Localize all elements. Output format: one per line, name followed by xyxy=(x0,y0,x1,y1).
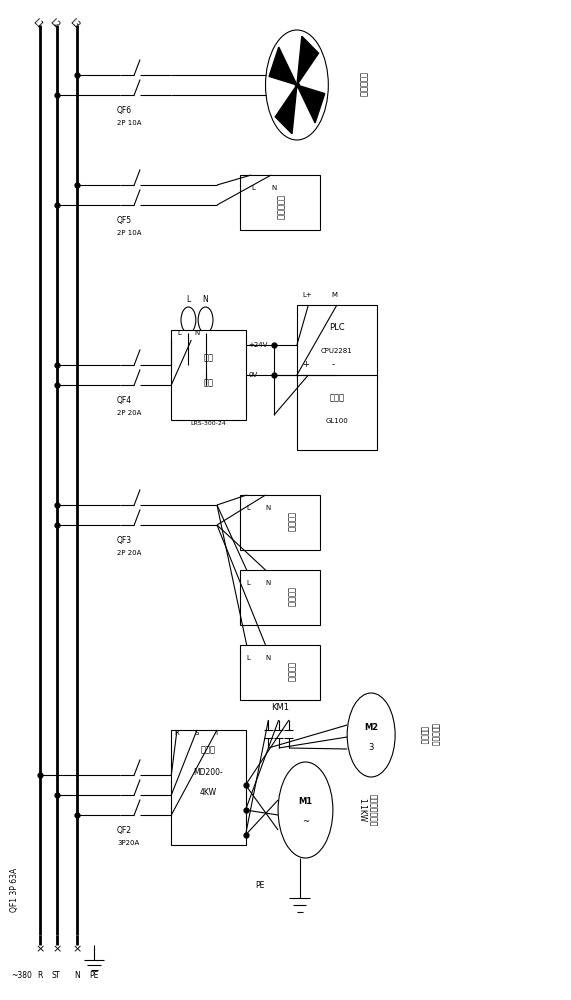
Text: 触摸屏: 触摸屏 xyxy=(329,393,344,402)
Text: 控制柜风扇: 控制柜风扇 xyxy=(358,73,367,98)
Text: N: N xyxy=(266,505,271,511)
Bar xyxy=(297,305,377,380)
Text: QF2: QF2 xyxy=(117,826,132,835)
Text: 3: 3 xyxy=(368,742,374,752)
Text: QF3: QF3 xyxy=(117,536,132,545)
Text: L: L xyxy=(251,185,255,191)
Text: LRS-300-24: LRS-300-24 xyxy=(191,421,226,426)
Text: 第一视觉: 第一视觉 xyxy=(287,512,296,532)
Text: R: R xyxy=(37,971,43,980)
Text: QF4: QF4 xyxy=(117,396,132,405)
Text: ×: × xyxy=(35,944,45,954)
Text: PE: PE xyxy=(255,881,264,890)
Text: N: N xyxy=(203,295,208,304)
Text: S: S xyxy=(52,971,57,980)
Text: 滚筒输送带电机
1.1KW: 滚筒输送带电机 1.1KW xyxy=(357,794,377,826)
Text: ×: × xyxy=(53,944,62,954)
Text: 2P 20A: 2P 20A xyxy=(117,410,142,416)
Text: ~380: ~380 xyxy=(11,971,33,980)
Text: 4KW: 4KW xyxy=(200,788,217,797)
Text: M1: M1 xyxy=(299,798,312,806)
Text: PE: PE xyxy=(90,971,99,980)
Bar xyxy=(240,495,320,550)
Text: N: N xyxy=(266,580,271,586)
Text: QF1 3P 63A: QF1 3P 63A xyxy=(10,868,19,912)
Text: 2P 20A: 2P 20A xyxy=(117,550,142,556)
Text: L: L xyxy=(247,580,251,586)
Text: GL100: GL100 xyxy=(325,418,348,424)
Text: L: L xyxy=(177,330,181,336)
Text: 开关: 开关 xyxy=(203,353,214,362)
Text: -: - xyxy=(331,360,334,369)
Text: 滚筒输送带
电机风扇: 滚筒输送带 电机风扇 xyxy=(420,723,439,747)
Text: +: + xyxy=(303,360,309,369)
Bar xyxy=(240,175,320,230)
Text: KM1: KM1 xyxy=(271,703,289,712)
Text: S: S xyxy=(194,730,199,736)
Text: L2: L2 xyxy=(47,17,61,30)
Text: T: T xyxy=(55,971,59,980)
Bar xyxy=(171,330,246,420)
Text: CPU2281: CPU2281 xyxy=(321,348,353,354)
Text: 0V: 0V xyxy=(248,372,258,378)
Text: MD200-: MD200- xyxy=(194,768,223,777)
Text: 2P 10A: 2P 10A xyxy=(117,120,142,126)
Text: QF6: QF6 xyxy=(117,106,132,115)
Text: R: R xyxy=(174,730,179,736)
Bar xyxy=(240,570,320,625)
Text: QF5: QF5 xyxy=(117,216,132,225)
Polygon shape xyxy=(275,85,297,134)
Bar xyxy=(240,645,320,700)
Text: 变频器: 变频器 xyxy=(201,745,216,754)
Bar xyxy=(297,375,377,450)
Text: T: T xyxy=(214,730,218,736)
Text: L+: L+ xyxy=(303,292,312,298)
Text: L: L xyxy=(247,505,251,511)
Text: L: L xyxy=(186,295,191,304)
Text: N: N xyxy=(271,185,276,191)
Text: N: N xyxy=(74,971,80,980)
Text: PLC: PLC xyxy=(329,323,345,332)
Text: 电子皮带秤: 电子皮带秤 xyxy=(275,195,284,220)
Polygon shape xyxy=(297,36,319,85)
Text: 第三视觉: 第三视觉 xyxy=(287,662,296,682)
Text: M: M xyxy=(331,292,337,298)
Text: L3: L3 xyxy=(67,17,81,30)
Polygon shape xyxy=(269,47,297,85)
Text: M2: M2 xyxy=(364,722,378,732)
Text: +24V: +24V xyxy=(248,342,268,348)
Text: ~: ~ xyxy=(302,818,309,827)
Text: 3P20A: 3P20A xyxy=(117,840,139,846)
Text: N: N xyxy=(266,655,271,661)
Text: L: L xyxy=(247,655,251,661)
Polygon shape xyxy=(297,85,325,123)
Text: 第二视觉: 第二视觉 xyxy=(287,587,296,607)
Text: 电源: 电源 xyxy=(203,378,214,387)
Text: N: N xyxy=(194,330,199,336)
Bar xyxy=(171,730,246,845)
Text: 2P 10A: 2P 10A xyxy=(117,230,142,236)
Text: ×: × xyxy=(73,944,82,954)
Text: L1: L1 xyxy=(30,17,44,30)
